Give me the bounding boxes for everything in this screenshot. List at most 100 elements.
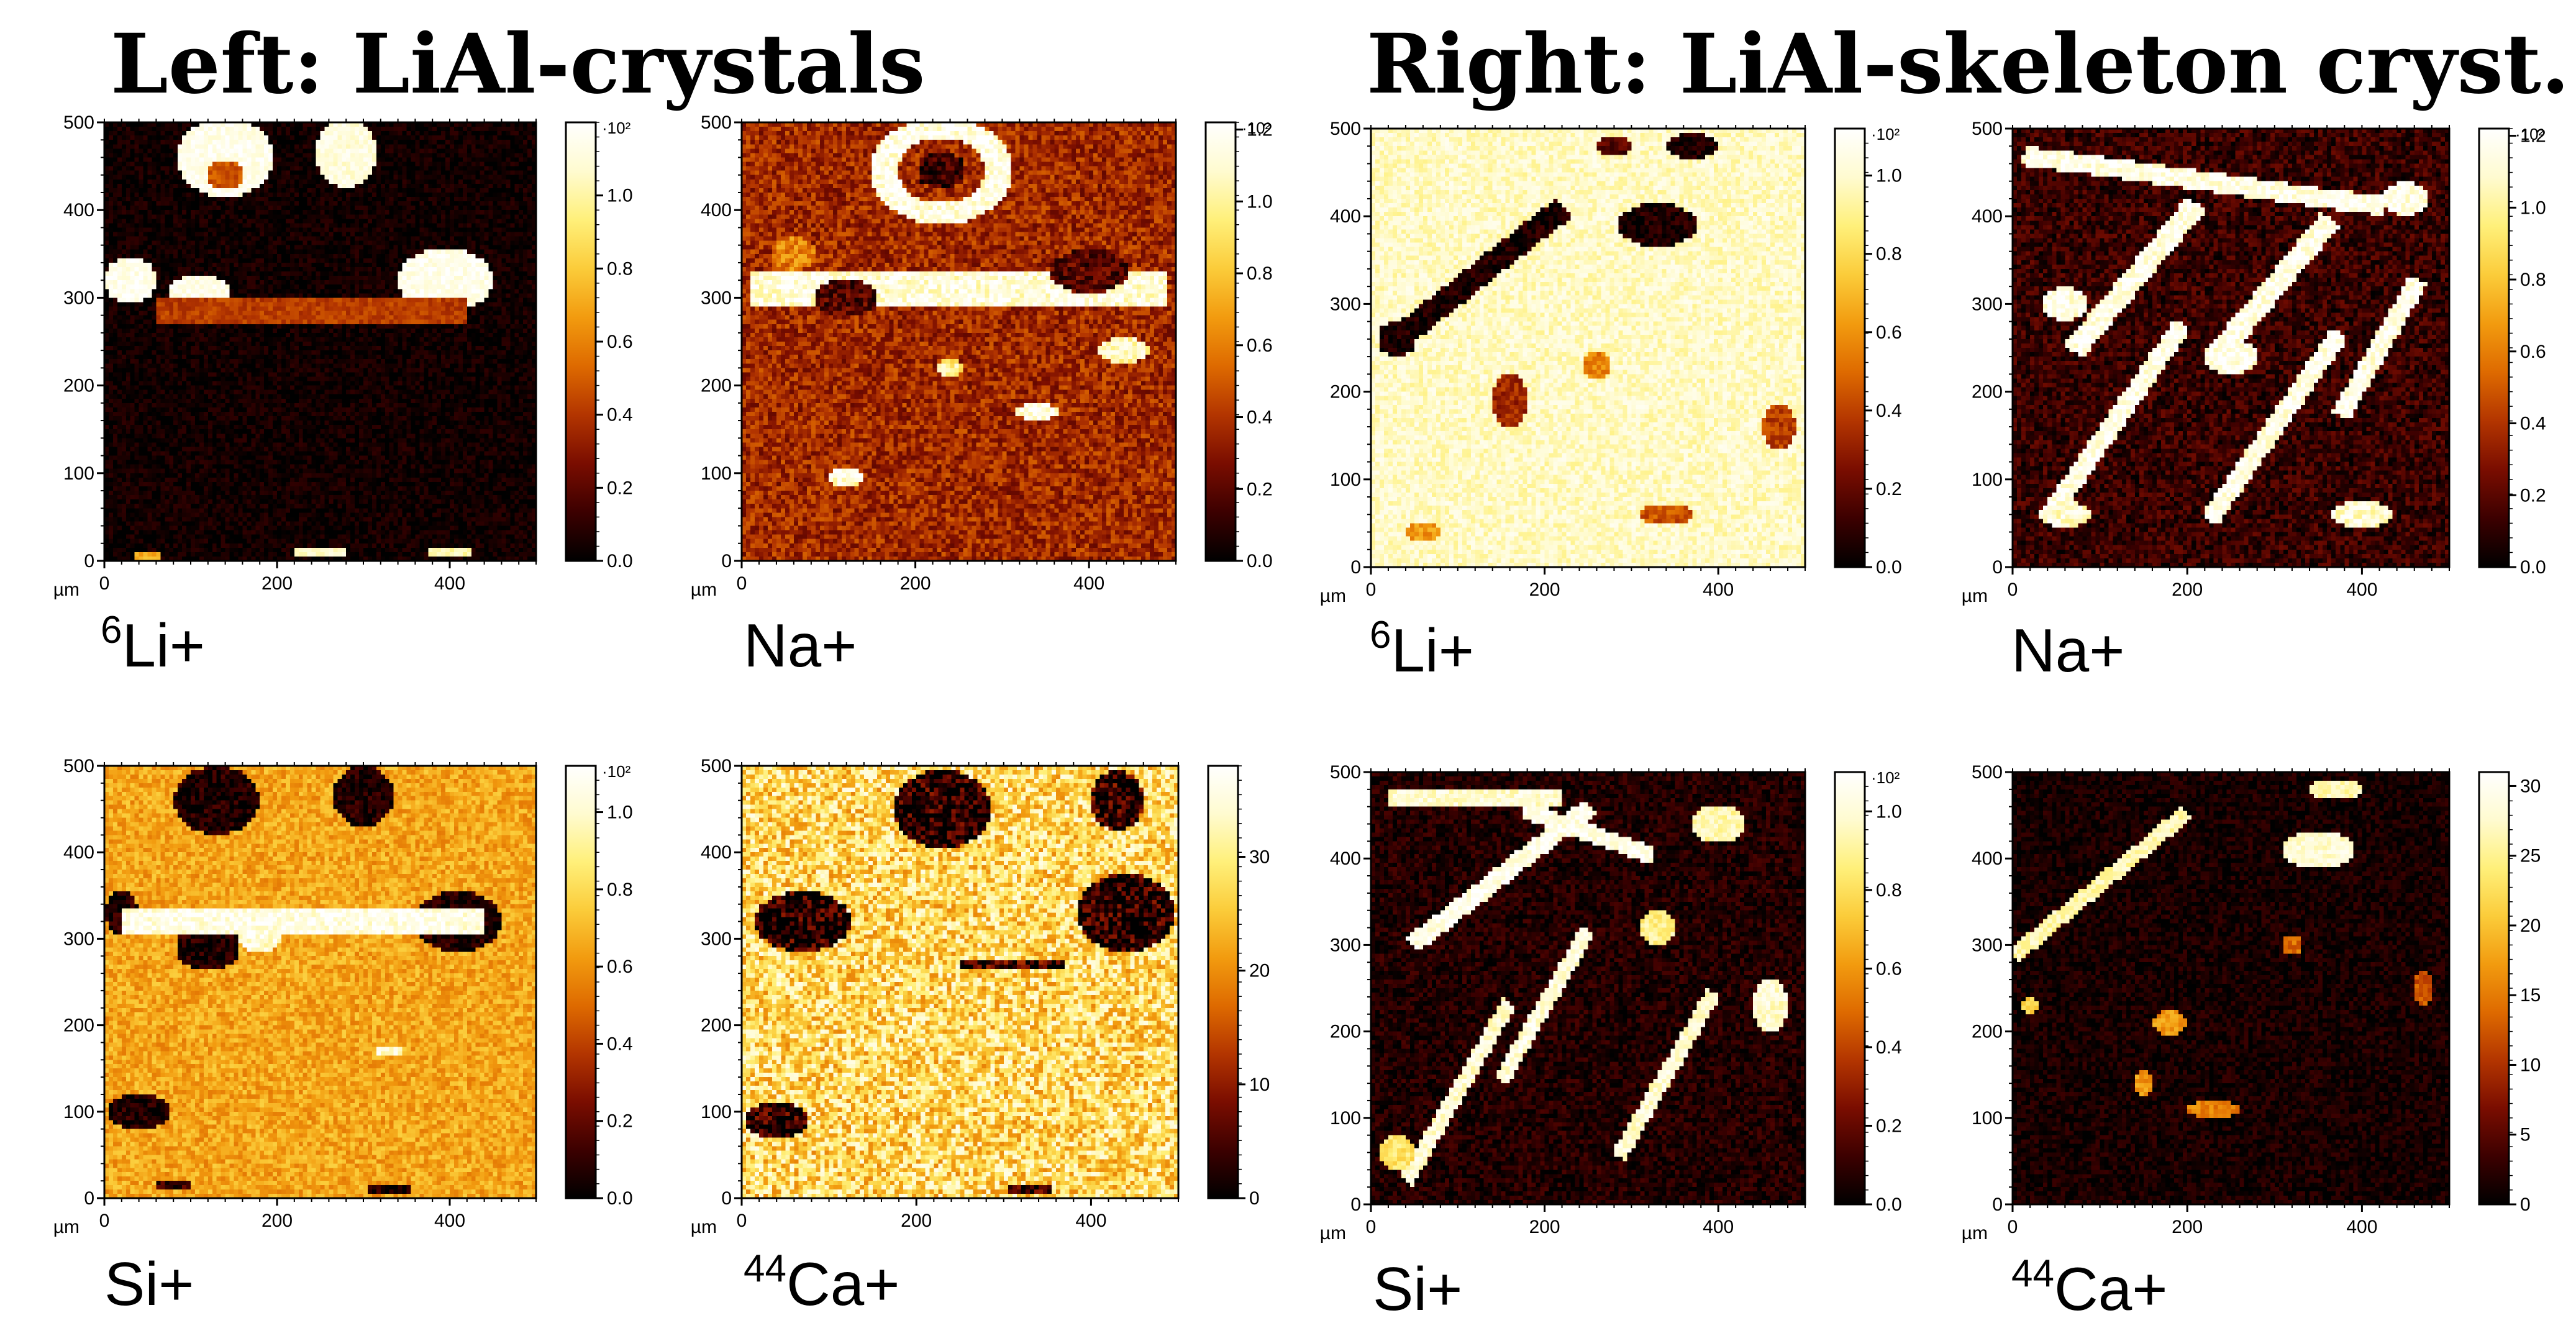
plot-frame: [1370, 771, 1806, 1206]
x-tick-label: 200: [901, 1211, 932, 1231]
x-tick-label: 0: [1366, 1217, 1377, 1237]
colorbar-tick-label: 0.8: [607, 880, 633, 900]
y-tick-label: 500: [701, 756, 732, 776]
x-unit-label: µm: [1320, 586, 1346, 606]
y-tick-label: 200: [63, 376, 94, 396]
colorbar-tick-label: 0.0: [607, 551, 633, 571]
ion-label-right-si: Si+: [1373, 1255, 1463, 1323]
colorbar-tick-label: 0.0: [1876, 1194, 1902, 1215]
colorbar-tick-label: 0: [1249, 1188, 1260, 1209]
x-tick-label: 400: [2346, 580, 2377, 600]
y-tick-label: 500: [63, 756, 94, 776]
colorbar-tick-label: 0: [2520, 1194, 2531, 1215]
colorbar-tick-label: 30: [1249, 847, 1270, 868]
plot-frame: [740, 765, 1180, 1199]
plot-frame: [103, 121, 537, 562]
heatmap-image: [1371, 772, 1805, 1204]
y-tick-label: 0: [84, 551, 94, 571]
y-tick-label: 0: [1992, 1194, 2003, 1215]
colorbar-tick-label: 0.4: [2520, 414, 2546, 434]
x-unit-label: µm: [1962, 1223, 1988, 1243]
x-tick-label: 400: [434, 1211, 465, 1231]
colorbar-tick-label: 0.2: [607, 478, 633, 498]
heatmap-panel-0: 0 100 200 300 400 500 0 200 400 µm 0.0 0.2 0.4 0.6 0.8…: [53, 112, 633, 600]
colorbar-tick-label: 0.6: [2520, 342, 2546, 362]
colorbar-exponent: ·10²: [602, 119, 631, 137]
colorbar: [1207, 765, 1239, 1199]
x-tick-label: 400: [2346, 1217, 2377, 1237]
x-tick-label: 400: [1703, 580, 1734, 600]
x-tick-label: 400: [1075, 1211, 1106, 1231]
colorbar-tick-label: 0.8: [1876, 880, 1902, 901]
plot-frame: [2011, 127, 2451, 568]
colorbar-tick-label: 0.0: [607, 1188, 633, 1209]
colorbar-tick-label: 0.4: [1247, 407, 1273, 428]
heatmap-image: [104, 122, 536, 561]
y-tick-label: 200: [701, 376, 732, 396]
y-tick-label: 200: [701, 1016, 732, 1036]
colorbar-tick-label: 0.6: [1876, 958, 1902, 979]
ion-label-right-ca: 44Ca+: [2011, 1252, 2168, 1323]
colorbar-tick-label: 0.2: [1876, 479, 1902, 499]
heatmap-image: [104, 766, 536, 1198]
y-tick-label: 400: [1972, 206, 2003, 227]
x-unit-label: µm: [691, 1217, 717, 1237]
colorbar-tick-label: 0.4: [1876, 401, 1902, 421]
colorbar-tick-label: 0.4: [607, 405, 633, 425]
colorbar-tick-label: 10: [1249, 1075, 1270, 1095]
x-tick-label: 0: [737, 1211, 747, 1231]
x-tick-label: 200: [900, 573, 931, 594]
ion-label-left-na: Na+: [744, 611, 857, 680]
y-tick-label: 500: [63, 112, 94, 133]
ion-label-left-si: Si+: [104, 1250, 194, 1318]
heatmap-image: [1371, 129, 1805, 567]
left-heading: Left: LiAl-crystals: [111, 16, 926, 112]
y-tick-label: 100: [701, 463, 732, 484]
y-tick-label: 0: [1350, 1194, 1361, 1215]
y-tick-label: 300: [701, 288, 732, 308]
x-tick-label: 0: [1366, 580, 1377, 600]
y-tick-label: 100: [63, 463, 94, 484]
heatmap-panel-1: 0 100 200 300 400 500 0 200 400 µm 0.0 0.2 0.4 0.6 0.8…: [691, 112, 1273, 600]
colorbar-tick-label: 0.0: [2520, 557, 2546, 578]
colorbar-tick-label: 1.2: [1247, 120, 1273, 140]
y-tick-label: 500: [1972, 119, 2003, 139]
x-tick-label: 0: [737, 573, 747, 594]
colorbar: [1204, 121, 1237, 562]
heatmap-image: [742, 122, 1176, 561]
y-tick-label: 100: [63, 1102, 94, 1122]
y-tick-label: 300: [63, 288, 94, 308]
heatmap-panel-6: 0 100 200 300 400 500 0 200 400 µm 0.0 0.2 0.4 0.6 0.8…: [1320, 762, 1902, 1243]
y-tick-label: 500: [1330, 762, 1361, 783]
x-tick-label: 0: [99, 1211, 110, 1231]
colorbar-tick-label: 0.2: [2520, 485, 2546, 506]
colorbar-tick-label: 20: [2520, 916, 2541, 936]
y-tick-label: 200: [1972, 382, 2003, 402]
y-tick-label: 400: [1972, 848, 2003, 869]
heatmap-image: [2013, 129, 2449, 567]
colorbar-tick-label: 0.8: [1247, 263, 1273, 284]
colorbar-tick-label: 15: [2520, 985, 2541, 1006]
colorbar-tick-label: 20: [1249, 961, 1270, 981]
colorbar-tick-label: 1.0: [1876, 801, 1902, 822]
colorbar-tick-label: 0.4: [607, 1034, 633, 1054]
y-tick-label: 100: [1330, 470, 1361, 490]
y-tick-label: 300: [63, 929, 94, 949]
y-tick-label: 300: [1972, 294, 2003, 314]
x-tick-label: 200: [262, 1211, 293, 1231]
y-tick-label: 200: [1330, 382, 1361, 402]
colorbar-tick-label: 0.6: [1247, 335, 1273, 356]
plot-frame: [1370, 127, 1806, 568]
y-tick-label: 500: [701, 112, 732, 133]
colorbar-tick-label: 10: [2520, 1055, 2541, 1075]
x-tick-label: 0: [2008, 1217, 2018, 1237]
x-tick-label: 200: [1529, 580, 1560, 600]
colorbar-tick-label: 0.0: [1247, 551, 1273, 571]
colorbar-exponent: ·10²: [1871, 125, 1900, 143]
colorbar-tick-label: 0.8: [607, 258, 633, 279]
y-tick-label: 300: [1330, 294, 1361, 314]
y-tick-label: 0: [1350, 557, 1361, 578]
